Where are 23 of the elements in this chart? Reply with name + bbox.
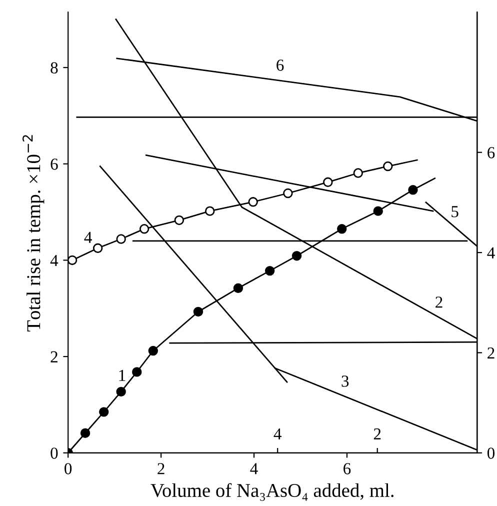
x2-tick-label: 4 (274, 428, 282, 440)
y-tick-label: 8 (50, 62, 58, 74)
y-tick-label: 2 (50, 351, 58, 362)
y2-tick-label: 6 (488, 147, 495, 158)
y2-tick-label: 2 (488, 347, 494, 358)
y2-tick-label: 0 (487, 448, 495, 459)
x-tick-label: 0 (64, 463, 72, 474)
x-tick-label: 2 (158, 463, 164, 474)
y-tick-label: 4 (50, 255, 58, 266)
x2-tick-label: 2 (374, 428, 381, 440)
x-tick-label: 6 (344, 463, 351, 474)
annotation: 3 (342, 376, 349, 387)
annotation: 2 (436, 296, 442, 308)
annotation: 6 (276, 60, 284, 71)
annotation: 1 (119, 370, 126, 381)
annotation: 4 (84, 232, 92, 243)
x-tick-label: 4 (250, 463, 258, 474)
y-tick-label: 6 (50, 158, 58, 170)
y-tick-label: 0 (50, 448, 58, 459)
x-axis-title: Volume of Na₃AsO₄ added, ml. (150, 483, 394, 501)
y-axis-title: Total rise in temp. ×10$^{−2}$ (22, 135, 44, 332)
y2-tick-label: 4 (487, 247, 495, 258)
annotation: 5 (452, 206, 458, 218)
